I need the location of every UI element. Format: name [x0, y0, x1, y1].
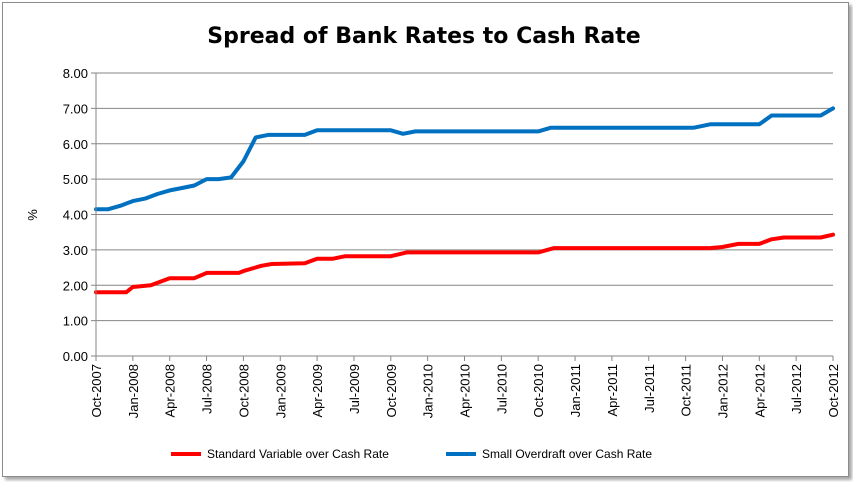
chart-title: Spread of Bank Rates to Cash Rate	[207, 24, 640, 49]
y-tick-label: 1.00	[63, 314, 88, 329]
x-tick-label: Apr-2010	[458, 364, 473, 417]
chart-svg: Spread of Bank Rates to Cash Rate 0.00 1.…	[25, 24, 841, 461]
y-tick-label: 7.00	[63, 101, 88, 116]
legend-label-2: Small Overdraft over Cash Rate	[482, 447, 652, 461]
x-tick-label: Apr-2012	[752, 364, 767, 417]
x-tick-label: Jul-2009	[347, 364, 362, 414]
x-tick-label: Oct-2012	[826, 364, 841, 417]
y-axis-ticks: 0.00 1.00 2.00 3.00 4.00 5.00 6.00 7.00 8.00	[63, 66, 96, 364]
y-tick-label: 8.00	[63, 66, 88, 81]
y-tick-label: 2.00	[63, 278, 88, 293]
x-tick-label: Jul-2008	[200, 364, 215, 414]
legend: Standard Variable over Cash Rate Small Ov…	[171, 447, 652, 461]
legend-label-1: Standard Variable over Cash Rate	[207, 447, 389, 461]
y-tick-label: 4.00	[63, 208, 88, 223]
x-tick-label: Jul-2011	[642, 364, 657, 413]
grid	[96, 72, 833, 322]
series-line-1	[94, 232, 835, 295]
x-tick-label: Oct-2007	[89, 364, 104, 417]
x-tick-label: Oct-2009	[384, 364, 399, 417]
x-tick-label: Jan-2010	[421, 364, 436, 418]
y-tick-label: 5.00	[63, 172, 88, 187]
x-tick-label: Jul-2012	[789, 364, 804, 414]
x-tick-label: Oct-2011	[679, 364, 694, 417]
x-tick-label: Apr-2008	[163, 364, 178, 417]
x-axis-ticks: Oct-2007 Jan-2008 Apr-2008 Jul-2008 Oct-2008…	[89, 356, 841, 418]
y-tick-label: 0.00	[63, 349, 88, 364]
x-tick-label: Jan-2011	[568, 364, 583, 417]
series-lines	[94, 106, 835, 295]
x-tick-label: Jan-2008	[126, 364, 141, 418]
x-tick-label: Jan-2009	[273, 364, 288, 418]
x-tick-label: Oct-2010	[531, 364, 546, 417]
x-tick-label: Jul-2010	[494, 364, 509, 414]
chart-frame: Spread of Bank Rates to Cash Rate 0.00 1.…	[2, 2, 849, 477]
y-tick-label: 6.00	[63, 137, 88, 152]
x-tick-label: Apr-2009	[310, 364, 325, 417]
axes	[95, 73, 833, 357]
x-tick-label: Jan-2012	[715, 364, 730, 418]
x-tick-label: Apr-2011	[605, 364, 620, 417]
y-tick-label: 3.00	[63, 243, 88, 258]
x-tick-label: Oct-2008	[236, 364, 251, 417]
series-line-2	[94, 106, 835, 212]
y-axis-label: %	[25, 209, 40, 221]
